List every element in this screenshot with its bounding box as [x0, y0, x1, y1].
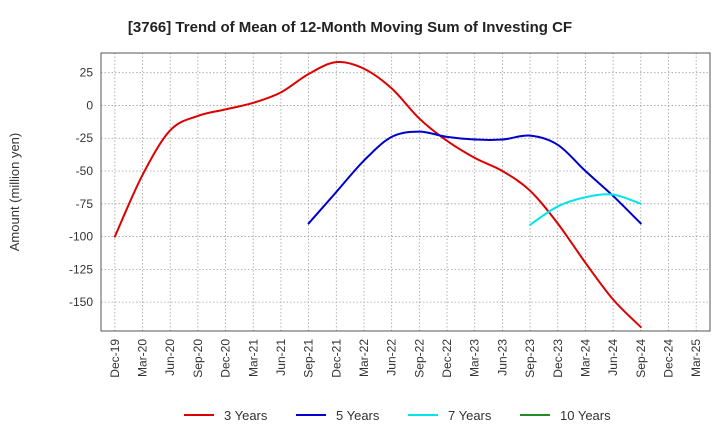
series-line-7-years [529, 193, 642, 226]
x-tick-label: Dec-21 [329, 339, 343, 378]
y-tick-label: 0 [86, 98, 93, 112]
series-line-5-years [307, 130, 642, 225]
x-tick-label: Mar-25 [689, 339, 703, 377]
x-tick-label: Sep-20 [191, 339, 205, 378]
legend-label-3-years: 3 Years [224, 408, 268, 423]
legend-label-10-years: 10 Years [560, 408, 611, 423]
x-tick-label: Sep-22 [412, 339, 426, 378]
x-tick-label: Sep-21 [302, 339, 316, 378]
x-tick-label: Mar-24 [578, 339, 592, 377]
y-tick-label: -125 [69, 262, 93, 276]
x-tick-label: Dec-22 [440, 339, 454, 378]
y-tick-label: -50 [76, 164, 94, 178]
legend-label-7-years: 7 Years [448, 408, 492, 423]
chart-title: [3766] Trend of Mean of 12-Month Moving … [128, 19, 572, 36]
x-tick-label: Mar-20 [136, 339, 150, 377]
x-tick-label: Jun-20 [163, 339, 177, 376]
x-tick-label: Mar-22 [357, 339, 371, 377]
x-tick-label: Sep-23 [523, 339, 537, 378]
x-tick-label: Jun-21 [274, 339, 288, 376]
series-line-3-years [113, 61, 642, 329]
x-tick-label: Sep-24 [634, 339, 648, 378]
x-tick-label: Dec-19 [108, 339, 122, 378]
plot-area: 25 0 -25 -50 -75 -100 -125 -150 Dec-19 Mar-20 Jun-… [69, 52, 711, 378]
x-tick-label: Jun-22 [385, 339, 399, 376]
y-tick-label: -75 [76, 197, 94, 211]
y-tick-label: -150 [69, 295, 93, 309]
y-tick-label: 25 [80, 66, 94, 80]
x-tick-label: Mar-21 [246, 339, 260, 377]
x-tick-label: Jun-24 [606, 339, 620, 376]
y-tick-label: -25 [76, 131, 94, 145]
legend-label-5-years: 5 Years [336, 408, 380, 423]
x-tick-label: Mar-23 [468, 339, 482, 377]
y-axis-title: Amount (million yen) [7, 133, 22, 252]
x-tick-label: Jun-23 [495, 339, 509, 376]
plot-border [100, 52, 711, 332]
legend: 3 Years 5 Years 7 Years 10 Years [184, 408, 611, 423]
x-tick-label: Dec-24 [661, 339, 675, 378]
x-tick-label: Dec-20 [219, 339, 233, 378]
y-tick-label: -100 [69, 230, 93, 244]
x-tick-label: Dec-23 [551, 339, 565, 378]
plot-background [101, 53, 710, 331]
